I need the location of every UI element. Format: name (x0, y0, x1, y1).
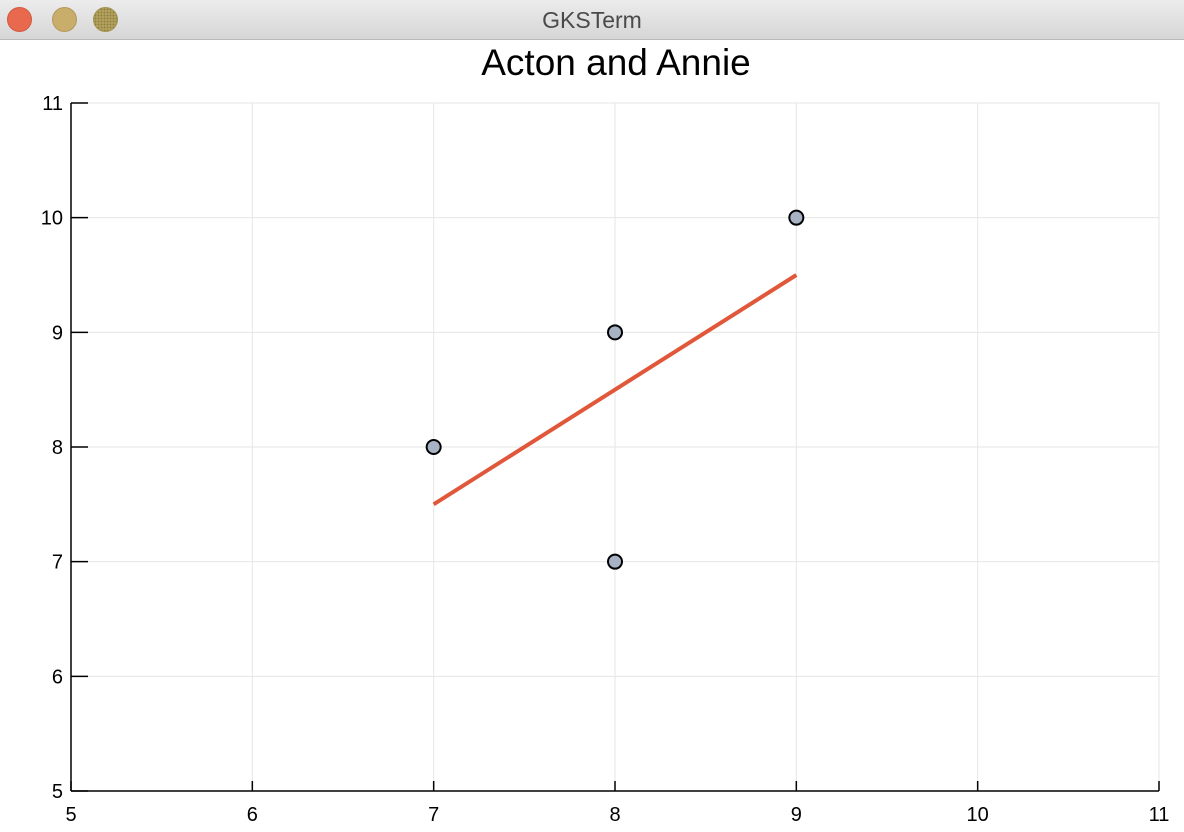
window-title: GKSTerm (542, 7, 642, 33)
y-tick-label: 9 (52, 322, 63, 344)
window-titlebar: GKSTerm (0, 0, 1184, 40)
x-tick-label: 7 (428, 804, 439, 826)
y-tick-label: 10 (41, 208, 63, 230)
y-tick-label: 8 (52, 437, 63, 459)
close-window-button[interactable] (7, 7, 32, 32)
data-point (607, 324, 623, 341)
x-tick-label: 8 (609, 804, 620, 826)
fit-line (432, 273, 798, 507)
chart-title: Acton and Annie (481, 42, 751, 83)
data-point (788, 209, 805, 226)
y-tick-label: 6 (52, 666, 63, 688)
y-tick-label: 5 (52, 781, 63, 803)
x-tick-label: 6 (247, 804, 258, 826)
y-tick-label: 7 (52, 552, 63, 574)
axes: 5 6 7 8 9 10 11 5 6 7 8 9 10 11 (41, 93, 1170, 826)
y-tick-label: 11 (42, 93, 63, 115)
x-tick-label: 5 (65, 804, 76, 826)
x-tick-label: 10 (967, 804, 989, 826)
x-tick-label: 11 (1149, 804, 1170, 826)
zoom-window-button[interactable] (93, 7, 118, 32)
minimize-window-button[interactable] (52, 7, 77, 32)
data-point (607, 553, 623, 570)
x-tick-label: 9 (791, 804, 802, 826)
grid-lines (70, 102, 1160, 792)
series (425, 209, 805, 570)
data-point (425, 439, 442, 455)
